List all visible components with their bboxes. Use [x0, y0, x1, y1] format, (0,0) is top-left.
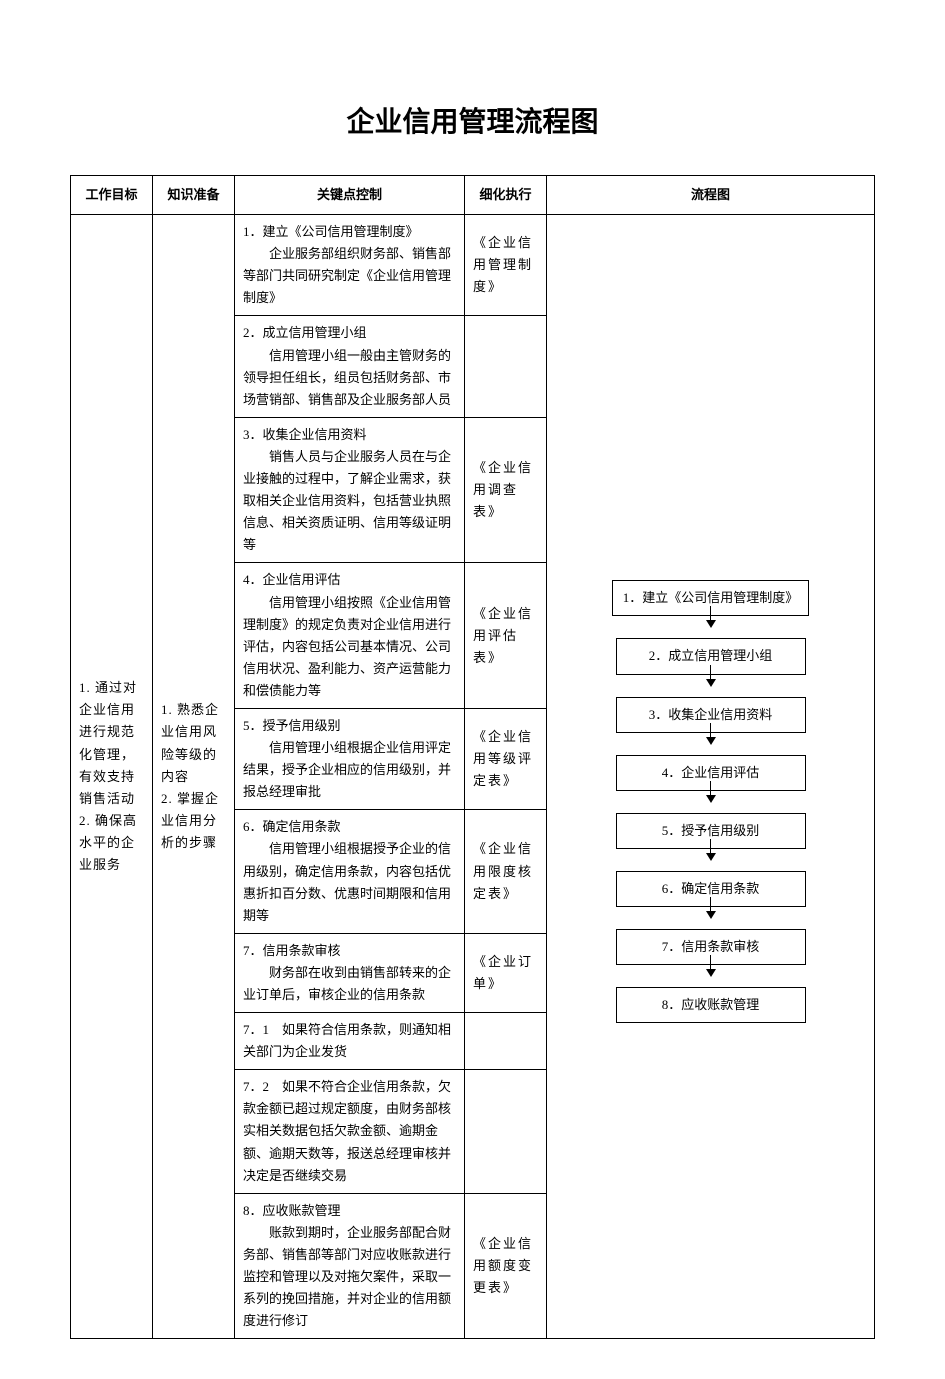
control-body: 信用管理小组按照《企业信用管理制度》的规定负责对企业信用进行评估，内容包括公司基…	[243, 592, 456, 702]
knowledge-cell: 1. 熟悉企业信用风险等级的内容 2. 掌握企业信用分析的步骤	[153, 215, 235, 1339]
control-title: 2．成立信用管理小组	[243, 325, 367, 340]
flow-step: 8．应收账款管理	[616, 987, 806, 1023]
control-cell: 8．应收账款管理 账款到期时，企业服务部配合财务部、销售部等部门对应收账款进行监…	[235, 1193, 465, 1339]
header-detail: 细化执行	[465, 176, 547, 215]
header-row: 工作目标 知识准备 关键点控制 细化执行 流程图	[71, 176, 875, 215]
control-body: 账款到期时，企业服务部配合财务部、销售部等部门对应收账款进行监控和管理以及对拖欠…	[243, 1222, 456, 1332]
control-body: 信用管理小组根据企业信用评定结果，授予企业相应的信用级别，并报总经理审批	[243, 737, 456, 803]
control-title: 6．确定信用条款	[243, 819, 341, 834]
detail-cell	[465, 1013, 547, 1070]
control-cell: 6．确定信用条款 信用管理小组根据授予企业的信用级别，确定信用条款，内容包括优惠…	[235, 810, 465, 933]
control-body: 企业服务部组织财务部、销售部等部门共同研究制定《企业信用管理制度》	[243, 243, 456, 309]
table-row: 1. 通过对企业信用进行规范化管理，有效支持销售活动 2. 确保高水平的企业服务…	[71, 215, 875, 316]
header-goal: 工作目标	[71, 176, 153, 215]
control-cell: 3．收集企业信用资料 销售人员与企业服务人员在与企业接触的过程中，了解企业需求，…	[235, 417, 465, 563]
control-body: 信用管理小组根据授予企业的信用级别，确定信用条款，内容包括优惠折扣百分数、优惠时…	[243, 838, 456, 926]
detail-cell: 《企业信用等级评定表》	[465, 708, 547, 809]
control-title: 7．信用条款审核	[243, 943, 341, 958]
goal-cell: 1. 通过对企业信用进行规范化管理，有效支持销售活动 2. 确保高水平的企业服务	[71, 215, 153, 1339]
page-title: 企业信用管理流程图	[70, 100, 875, 140]
control-body: 财务部在收到由销售部转来的企业订单后，审核企业的信用条款	[243, 962, 456, 1006]
control-title: 7．2 如果不符合企业信用条款，欠款金额已超过规定额度，由财务部核实相关数据包括…	[243, 1079, 451, 1182]
detail-cell: 《企业订单》	[465, 933, 547, 1012]
control-cell: 7．信用条款审核 财务部在收到由销售部转来的企业订单后，审核企业的信用条款	[235, 933, 465, 1012]
process-table: 工作目标 知识准备 关键点控制 细化执行 流程图 1. 通过对企业信用进行规范化…	[70, 175, 875, 1339]
detail-cell: 《企业信用限度核定表》	[465, 810, 547, 933]
header-flow: 流程图	[547, 176, 875, 215]
detail-cell	[465, 1070, 547, 1193]
flowchart: 1．建立《公司信用管理制度》 2．成立信用管理小组 3．收集企业信用资料 4．企…	[553, 530, 868, 1023]
control-body: 信用管理小组一般由主管财务的领导担任组长，组员包括财务部、市场营销部、销售部及企…	[243, 345, 456, 411]
detail-cell	[465, 316, 547, 417]
header-knowledge: 知识准备	[153, 176, 235, 215]
header-control: 关键点控制	[235, 176, 465, 215]
control-cell: 1．建立《公司信用管理制度》 企业服务部组织财务部、销售部等部门共同研究制定《企…	[235, 215, 465, 316]
control-cell: 2．成立信用管理小组 信用管理小组一般由主管财务的领导担任组长，组员包括财务部、…	[235, 316, 465, 417]
control-title: 8．应收账款管理	[243, 1203, 341, 1218]
flowchart-cell: 1．建立《公司信用管理制度》 2．成立信用管理小组 3．收集企业信用资料 4．企…	[547, 215, 875, 1339]
control-title: 3．收集企业信用资料	[243, 427, 367, 442]
control-body: 销售人员与企业服务人员在与企业接触的过程中，了解企业需求，获取相关企业信用资料，…	[243, 446, 456, 556]
control-title: 7．1 如果符合信用条款，则通知相关部门为企业发货	[243, 1022, 451, 1059]
detail-cell: 《企业信用调查表》	[465, 417, 547, 563]
detail-cell: 《企业信用评估表》	[465, 563, 547, 709]
control-title: 4．企业信用评估	[243, 572, 341, 587]
control-cell: 4．企业信用评估 信用管理小组按照《企业信用管理制度》的规定负责对企业信用进行评…	[235, 563, 465, 709]
control-title: 1．建立《公司信用管理制度》	[243, 224, 419, 239]
control-cell: 7．2 如果不符合企业信用条款，欠款金额已超过规定额度，由财务部核实相关数据包括…	[235, 1070, 465, 1193]
control-title: 5．授予信用级别	[243, 718, 341, 733]
detail-cell: 《企业信用管理制度》	[465, 215, 547, 316]
control-cell: 7．1 如果符合信用条款，则通知相关部门为企业发货	[235, 1013, 465, 1070]
control-cell: 5．授予信用级别 信用管理小组根据企业信用评定结果，授予企业相应的信用级别，并报…	[235, 708, 465, 809]
detail-cell: 《企业信用额度变更表》	[465, 1193, 547, 1339]
